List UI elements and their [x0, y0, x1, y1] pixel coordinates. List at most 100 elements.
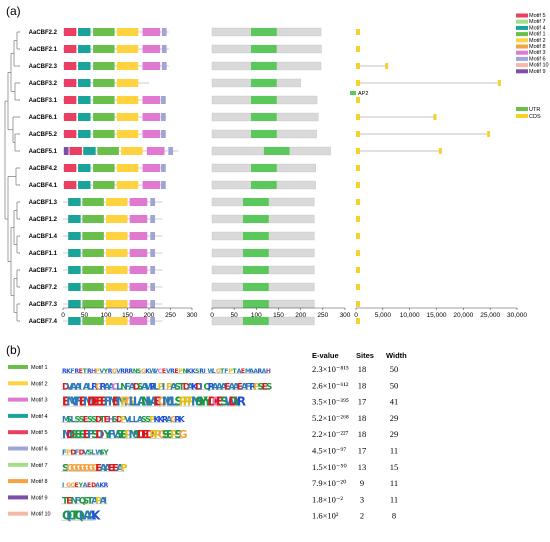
motif-axis-tick-label: 100 — [101, 312, 112, 319]
motif9-row-swatch — [8, 495, 28, 500]
cds-exon — [487, 131, 491, 137]
logo-letter: P — [166, 382, 173, 392]
motif3-evalue: 3.5×10⁻³⁹⁵ — [312, 397, 349, 407]
motif10-evalue: 1.6×10² — [312, 511, 339, 521]
domain-axis-tick-label: 250 — [317, 312, 328, 319]
motif4-block — [83, 147, 96, 155]
cds-exon — [356, 46, 360, 52]
logo-letter: T — [62, 496, 69, 506]
logo-letter: V — [99, 368, 104, 375]
motif1-block — [93, 113, 115, 121]
logo-letter: L — [70, 415, 75, 424]
logo-letter: Q — [62, 509, 72, 523]
logo-letter: E — [162, 368, 166, 375]
gene-label-aacbf3-2: AaCBF3.2 — [29, 81, 58, 87]
logo-letter: S — [74, 428, 82, 441]
ap2-domain-block — [251, 130, 277, 138]
motif6-row-label: Motif 6 — [31, 447, 48, 453]
motif2-block — [106, 232, 128, 240]
logo-letter: L — [87, 382, 93, 392]
motif3-block — [146, 147, 165, 155]
logo-letter: G — [74, 463, 82, 474]
logo-letter: L — [129, 395, 137, 409]
logo-letter: F — [74, 449, 79, 457]
ap2-legend-swatch — [350, 91, 356, 95]
gene-label-aacbf7-1: AaCBF7.1 — [29, 268, 58, 274]
utr-legend-label: UTR — [529, 107, 540, 113]
motif4-block — [78, 28, 91, 36]
motif3-block — [142, 96, 161, 104]
motif6-row-swatch — [8, 446, 28, 451]
logo-letter: S — [174, 395, 183, 409]
logo-letter: Q — [74, 509, 84, 523]
logo-letter: V — [124, 415, 131, 424]
logo-letter: E — [104, 415, 109, 424]
logo-letter: E — [91, 395, 99, 409]
logo-letter: P — [120, 395, 129, 409]
motif1-block — [93, 79, 115, 87]
logo-letter: K — [91, 509, 101, 523]
logo-letter: W — [145, 382, 155, 392]
motif3-block — [129, 283, 148, 291]
logo-letter: V — [166, 368, 171, 375]
logo-letter: F — [70, 368, 74, 375]
logo-letter: D — [116, 415, 123, 424]
motif1-block — [93, 45, 115, 53]
logo-letter: K — [191, 382, 199, 392]
logo-letter: G — [83, 463, 91, 474]
logo-letter: P — [66, 449, 71, 457]
logo-letter: E — [108, 463, 115, 474]
motif2-width: 50 — [390, 380, 399, 390]
motif6-block — [150, 198, 156, 206]
logo-letter: F — [62, 449, 67, 457]
logo-letter: A — [83, 509, 93, 523]
logo-letter: S — [195, 395, 204, 409]
logo-letter: R — [258, 368, 263, 375]
logo-letter: A — [104, 382, 111, 392]
ap2-domain-block — [243, 266, 269, 274]
logo-letter: G — [66, 463, 74, 474]
logo-letter: A — [70, 382, 77, 392]
motif3-block — [129, 232, 148, 240]
motif2-block — [121, 147, 143, 155]
gene-label-aacbf7-2: AaCBF7.2 — [29, 285, 58, 291]
logo-letter: T — [99, 415, 105, 424]
logo-letter: L — [166, 395, 174, 409]
logo-letter: P — [178, 395, 187, 409]
logo-letter: P — [154, 428, 162, 441]
motif7-row-swatch — [8, 462, 28, 467]
motif7-width: 15 — [390, 462, 399, 472]
motif1-block — [93, 181, 115, 189]
motif5-evalue: 2.2×10⁻²²⁷ — [312, 429, 349, 439]
logo-letter: S — [66, 415, 72, 424]
logo-letter: D — [70, 449, 76, 457]
logo-letter: E — [99, 395, 107, 409]
logo-letter: V — [116, 368, 121, 375]
motif3-block — [129, 198, 148, 206]
logo-letter: R — [99, 382, 106, 392]
logo-letter: R — [129, 368, 134, 375]
cds-exon — [356, 97, 360, 103]
motif9-row-label: Motif 9 — [31, 495, 48, 501]
logo-letter: S — [141, 415, 147, 424]
logo-letter: E — [237, 382, 243, 392]
ap2-domain-block — [243, 300, 269, 308]
logo-letter: P — [120, 463, 127, 474]
motif4-block — [68, 249, 81, 257]
logo-letter: P — [253, 382, 260, 392]
logo-letter: A — [83, 482, 88, 489]
motif1-block — [82, 317, 104, 325]
logo-letter: A — [91, 496, 98, 506]
motif4-block — [68, 215, 81, 223]
gene-axis-tick-label: 30,000 — [507, 312, 527, 319]
logo-letter: M — [245, 368, 251, 375]
logo-letter: E — [154, 395, 162, 409]
logo-letter: E — [95, 463, 102, 474]
logo-letter: S — [70, 428, 78, 441]
logo-letter: Y — [103, 428, 113, 441]
logo-letter: G — [79, 463, 87, 474]
logo-letter: R — [237, 395, 246, 409]
utr-legend-swatch — [516, 107, 528, 111]
motif2-block — [106, 198, 128, 206]
logo-letter: N — [183, 368, 188, 375]
